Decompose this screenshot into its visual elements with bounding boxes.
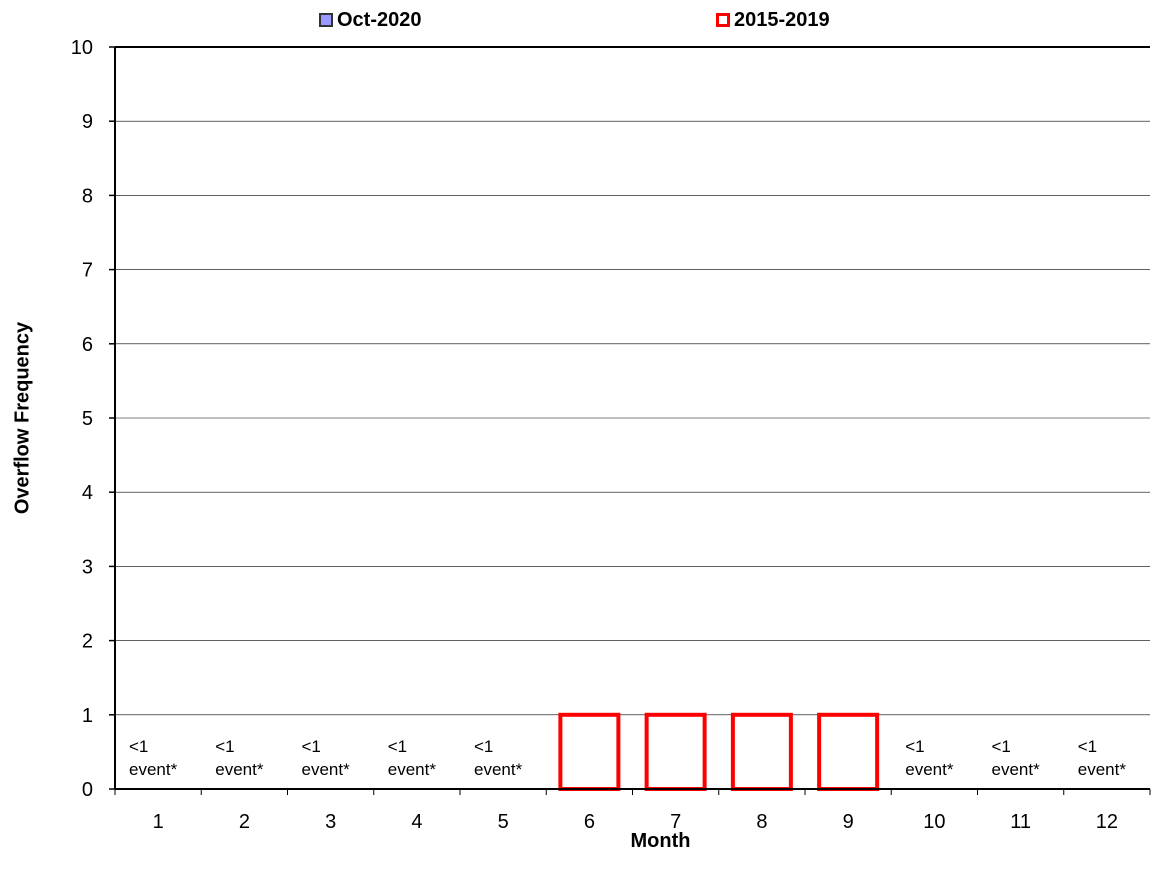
y-tick-label-9: 9 [82,111,93,133]
annotation-month-12-line2: event* [1078,760,1127,779]
y-tick-label-5: 5 [82,408,93,430]
x-tick-label-10: 10 [923,811,945,833]
y-tick-label-6: 6 [82,334,93,356]
x-tick-label-8: 8 [756,811,767,833]
x-tick-label-1: 1 [153,811,164,833]
x-tick-label-9: 9 [843,811,854,833]
annotation-month-3-line1: <1 [302,737,321,756]
x-tick-label-5: 5 [498,811,509,833]
annotation-month-2-line1: <1 [215,737,234,756]
x-tick-label-12: 12 [1096,811,1118,833]
legend-swatch-oct-2020 [319,13,333,27]
y-tick-label-2: 2 [82,631,93,653]
annotation-month-10-line1: <1 [905,737,924,756]
y-axis-title: Overflow Frequency [11,321,34,515]
y-tick-label-0: 0 [82,779,93,801]
annotation-month-5-line1: <1 [474,737,493,756]
y-tick-label-8: 8 [82,185,93,207]
x-tick-label-6: 6 [584,811,595,833]
annotation-month-3-line2: event* [302,760,351,779]
annotation-month-11-line2: event* [992,760,1041,779]
annotation-month-2-line2: event* [215,760,264,779]
bar-2015-2019-7 [644,712,707,791]
x-tick-label-3: 3 [325,811,336,833]
annotation-month-11-line1: <1 [992,737,1011,756]
bar-2015-2019-8 [730,712,793,791]
annotation-month-5-line2: event* [474,760,523,779]
x-tick-label-11: 11 [1010,811,1031,833]
x-tick-label-4: 4 [411,811,422,833]
legend-item-oct-2020: Oct-2020 [319,7,422,33]
bar-2015-2019-6 [558,712,621,791]
y-tick-label-10: 10 [71,37,93,59]
legend-item-2015-2019: 2015-2019 [716,7,830,33]
annotation-month-4-line2: event* [388,760,437,779]
y-tick-label-7: 7 [82,260,93,282]
y-tick-label-1: 1 [82,705,93,727]
annotation-month-12-line1: <1 [1078,737,1097,756]
x-tick-label-7: 7 [670,811,681,833]
legend-swatch-2015-2019 [716,13,730,27]
x-tick-label-2: 2 [239,811,250,833]
annotation-month-1-line2: event* [129,760,178,779]
annotation-month-10-line2: event* [905,760,954,779]
y-tick-label-4: 4 [82,482,93,504]
x-axis-title: Month [630,830,691,852]
y-tick-label-3: 3 [82,556,93,578]
bar-2015-2019-9 [817,712,880,791]
legend-label-2015-2019: 2015-2019 [734,8,830,31]
legend-label-oct-2020: Oct-2020 [337,8,422,31]
annotation-month-1-line1: <1 [129,737,148,756]
annotation-month-4-line1: <1 [388,737,407,756]
